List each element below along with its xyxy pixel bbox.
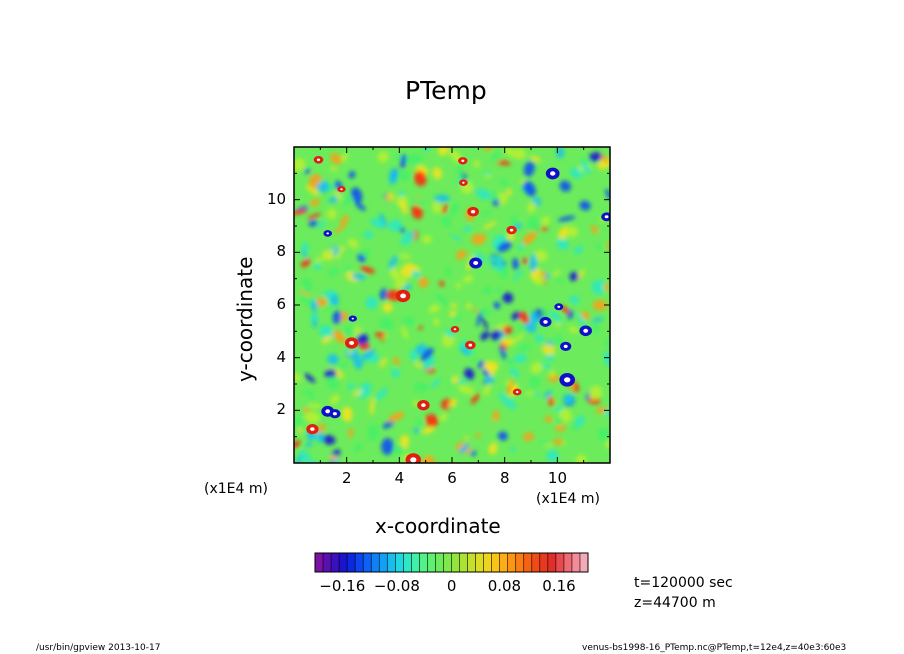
- y-tick-label: 6: [276, 295, 287, 313]
- colorbar-swatch: [555, 553, 565, 572]
- x-tick-label: 10: [547, 469, 568, 487]
- y-axis-label: y-coordinate: [233, 256, 257, 382]
- y-unit-label: (x1E4 m): [204, 481, 268, 497]
- colorbar-swatch: [523, 553, 533, 572]
- colorbar-swatch: [363, 553, 372, 572]
- colorbar-tick-label: 0: [446, 577, 457, 595]
- colorbar-swatch: [451, 553, 460, 572]
- colorbar-swatch: [579, 553, 589, 572]
- colorbar-swatch: [371, 553, 380, 572]
- colorbar-swatch: [387, 553, 396, 572]
- y-tick-label: 10: [267, 189, 287, 208]
- colorbar-swatch: [475, 553, 485, 572]
- colorbar-tick-label: −0.08: [373, 577, 420, 595]
- colorbar-swatch: [491, 553, 501, 572]
- x-tick-label: 4: [394, 469, 405, 487]
- colorbar-swatch: [563, 553, 573, 572]
- colorbar-swatch: [339, 553, 348, 572]
- colorbar: [314, 552, 589, 573]
- colorbar-swatch: [379, 553, 388, 572]
- colorbar-swatch: [395, 553, 404, 572]
- colorbar-swatch: [419, 553, 428, 572]
- colorbar-swatch: [427, 553, 436, 572]
- colorbar-swatch: [355, 553, 364, 572]
- colorbar-swatch: [411, 553, 420, 572]
- x-tick-label: 6: [447, 469, 457, 487]
- colorbar-swatch: [467, 553, 476, 572]
- footer-right: venus-bs1998-16_PTemp.nc@PTemp,t=12e4,z=…: [582, 643, 847, 653]
- axis-ticks: [294, 147, 610, 463]
- colorbar-swatch: [315, 553, 324, 572]
- colorbar-swatch: [331, 553, 340, 572]
- colorbar-swatch: [323, 553, 332, 572]
- colorbar-tick-label: 0.16: [542, 577, 576, 595]
- colorbar-swatch: [403, 553, 412, 572]
- heatmap-field: [294, 147, 610, 463]
- colorbar-swatch: [571, 553, 581, 572]
- x-tick-label: 8: [499, 469, 510, 487]
- y-tick-label: 2: [276, 400, 287, 419]
- colorbar-swatch: [443, 553, 452, 572]
- x-tick-label: 2: [341, 469, 352, 487]
- chart-title: PTemp: [405, 76, 487, 105]
- colorbar-swatch: [499, 553, 509, 572]
- y-tick-label: 4: [276, 347, 287, 366]
- colorbar-swatch: [547, 553, 557, 572]
- colorbar-swatch: [507, 553, 517, 572]
- footer-left: /usr/bin/gpview 2013-10-17: [36, 643, 161, 653]
- colorbar-swatch: [459, 553, 468, 572]
- colorbar-tick-label: 0.08: [487, 577, 522, 595]
- colorbar-swatch: [531, 553, 541, 572]
- colorbar-swatch: [347, 553, 356, 572]
- x-axis-label: x-coordinate: [375, 514, 501, 538]
- colorbar-tick-label: −0.16: [319, 577, 366, 595]
- colorbar-swatch: [539, 553, 549, 572]
- time-annotation: t=120000 sec: [634, 575, 733, 591]
- colorbar-swatch: [515, 553, 525, 572]
- colorbar-swatch: [483, 553, 493, 572]
- y-tick-label: 8: [276, 242, 287, 261]
- x-unit-label: (x1E4 m): [536, 491, 600, 507]
- height-annotation: z=44700 m: [634, 595, 716, 611]
- colorbar-swatch: [435, 553, 444, 572]
